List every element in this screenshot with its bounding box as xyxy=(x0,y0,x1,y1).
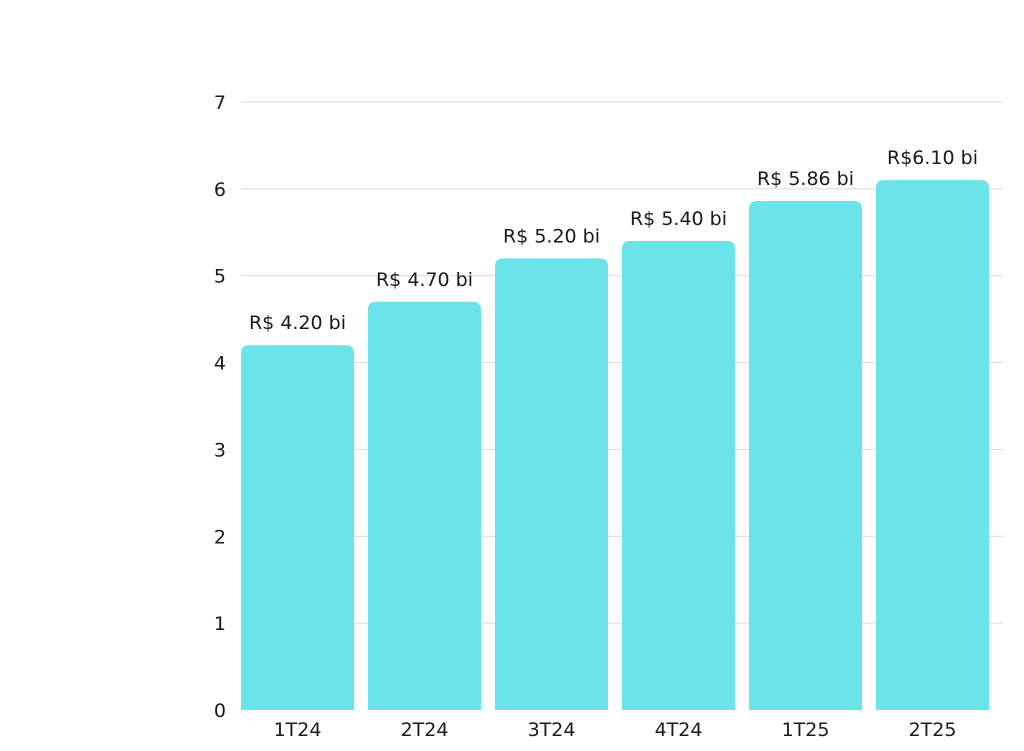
bar-3t24 xyxy=(495,258,608,710)
x-tick-label: 2T24 xyxy=(401,719,449,741)
data-label: R$6.10 bi xyxy=(887,147,978,169)
x-tick-label: 1T24 xyxy=(274,719,322,741)
y-axis-ticks: 0 1 2 3 4 5 6 7 xyxy=(214,92,226,722)
y-tick-label: 5 xyxy=(214,266,226,288)
x-tick-label: 4T24 xyxy=(655,719,703,741)
bar-2t24 xyxy=(368,301,481,710)
data-label: R$ 5.40 bi xyxy=(630,208,727,230)
data-label: R$ 4.20 bi xyxy=(249,312,346,334)
y-tick-label: 3 xyxy=(214,439,226,461)
bar-1t25 xyxy=(749,201,862,710)
y-tick-label: 0 xyxy=(214,700,226,722)
y-tick-label: 6 xyxy=(214,179,226,201)
x-tick-label: 3T24 xyxy=(528,719,576,741)
bars xyxy=(241,180,989,710)
x-tick-label: 1T25 xyxy=(782,719,830,741)
bar-2t25 xyxy=(876,180,989,710)
bar-4t24 xyxy=(622,240,735,710)
data-label: R$ 4.70 bi xyxy=(376,269,473,291)
y-tick-label: 4 xyxy=(214,353,226,375)
data-label: R$ 5.20 bi xyxy=(503,225,600,247)
y-tick-label: 2 xyxy=(214,526,226,548)
y-tick-label: 7 xyxy=(214,92,226,114)
bar-1t24 xyxy=(241,345,354,710)
y-tick-label: 1 xyxy=(214,613,226,635)
x-tick-label: 2T25 xyxy=(909,719,957,741)
x-axis-ticks: 1T24 2T24 3T24 4T24 1T25 2T25 xyxy=(274,719,957,741)
data-label: R$ 5.86 bi xyxy=(757,168,854,190)
data-labels: R$ 4.20 bi R$ 4.70 bi R$ 5.20 bi R$ 5.40 bi… xyxy=(249,147,978,334)
